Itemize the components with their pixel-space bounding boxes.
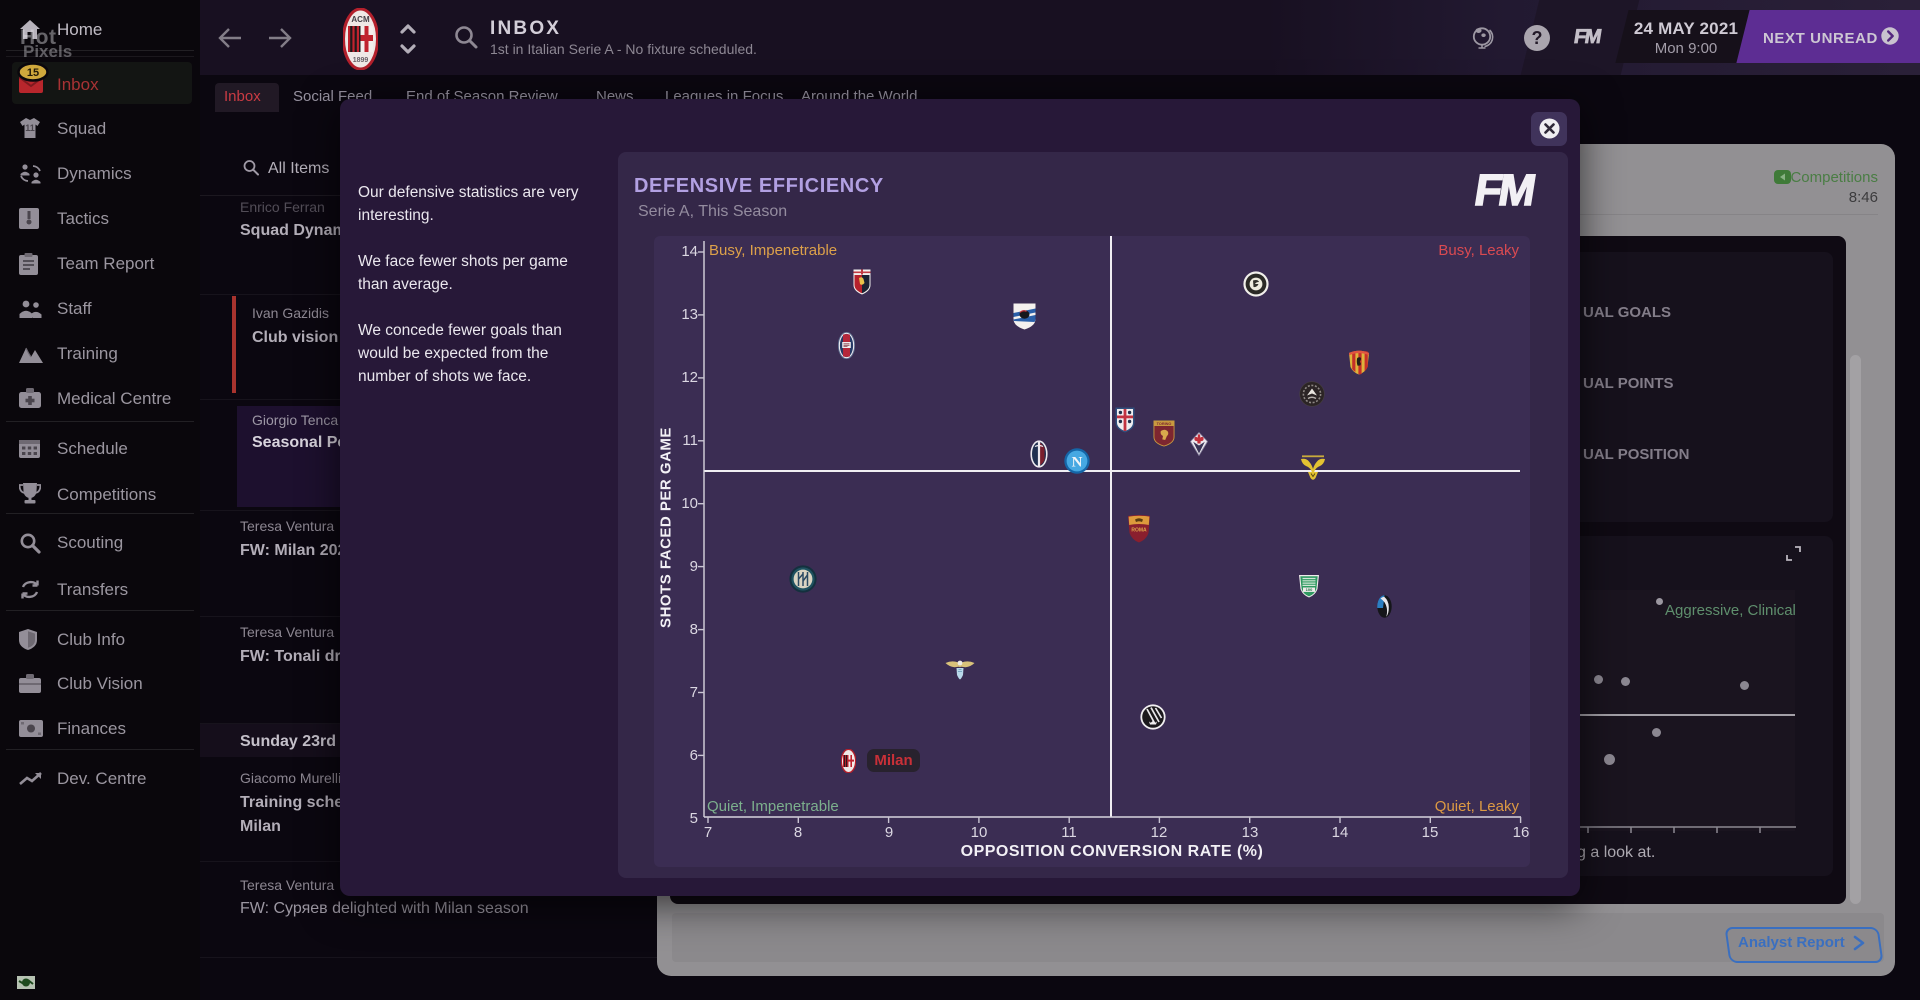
svg-text:ROMA: ROMA [1131, 528, 1147, 534]
svg-text:100: 100 [1306, 587, 1313, 592]
svg-text:TORINO: TORINO [1157, 422, 1172, 426]
svg-text:15: 15 [27, 67, 39, 79]
svg-text:ACM: ACM [351, 15, 370, 24]
svg-text:11: 11 [25, 123, 35, 133]
svg-text:1899: 1899 [353, 57, 369, 64]
svg-text:N: N [1072, 455, 1083, 471]
